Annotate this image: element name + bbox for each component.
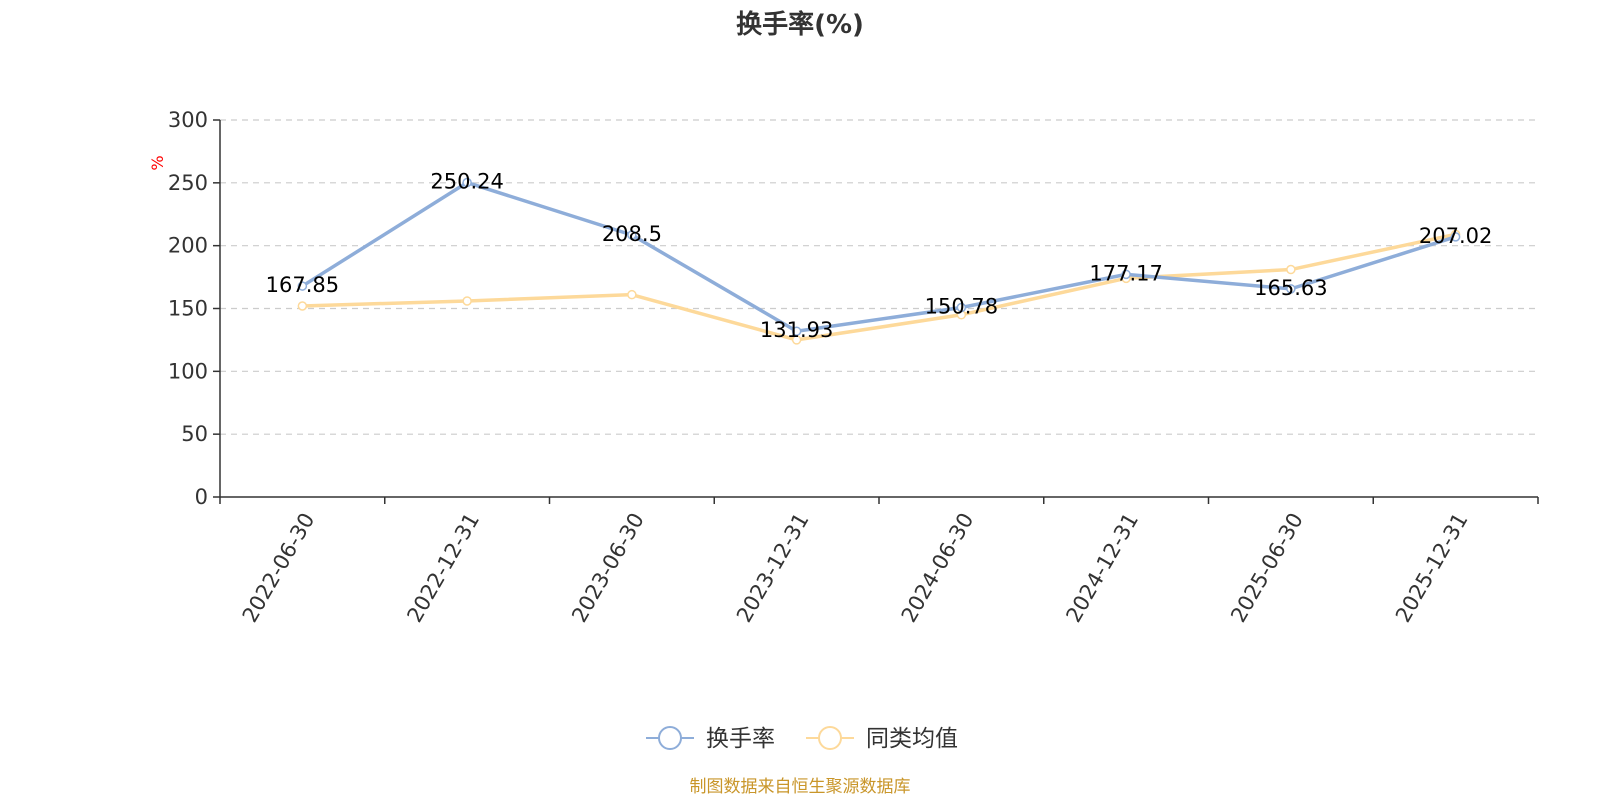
y-tick-label: 150 bbox=[168, 297, 208, 321]
series-line bbox=[301, 180, 1457, 333]
x-tick-label: 2025-06-30 bbox=[1226, 509, 1308, 627]
legend[interactable]: 换手率 同类均值 bbox=[646, 726, 958, 752]
legend-item-换手率[interactable]: 换手率 bbox=[646, 726, 775, 752]
x-tick-label: 2022-12-31 bbox=[402, 509, 484, 627]
x-tick-label: 2023-12-31 bbox=[732, 509, 814, 627]
series-同类均值 bbox=[297, 229, 1461, 345]
data-label: 250.24 bbox=[430, 170, 503, 194]
data-label: 131.93 bbox=[760, 318, 833, 342]
y-tick-label: 200 bbox=[168, 234, 208, 258]
data-labels: 167.85 250.24 208.5 131.93 150.78 177.17 165.6… bbox=[266, 170, 1493, 343]
y-tick-label: 0 bbox=[195, 485, 208, 509]
data-point bbox=[297, 281, 308, 291]
legend-marker bbox=[658, 726, 682, 750]
series-layer bbox=[297, 177, 1461, 345]
x-tick-label: 2022-06-30 bbox=[238, 509, 320, 627]
y-tick-label: 100 bbox=[168, 359, 208, 383]
series-line bbox=[302, 232, 1456, 342]
data-point bbox=[791, 326, 802, 336]
legend-item-同类均值[interactable]: 同类均值 bbox=[806, 726, 958, 752]
data-label: 165.63 bbox=[1254, 276, 1327, 300]
data-label: 177.17 bbox=[1089, 261, 1162, 285]
data-point bbox=[462, 296, 472, 306]
data-label: 207.02 bbox=[1419, 224, 1492, 248]
x-tick-label: 2025-12-31 bbox=[1391, 509, 1473, 627]
data-label: 208.5 bbox=[602, 222, 662, 246]
y-tick-label: 50 bbox=[181, 422, 208, 446]
data-source: 制图数据来自恒生聚源数据库 bbox=[690, 777, 911, 797]
data-point bbox=[956, 302, 967, 313]
legend-label: 同类均值 bbox=[866, 726, 958, 752]
y-axis-label: % bbox=[148, 155, 167, 170]
x-tick-label: 2024-06-30 bbox=[897, 509, 979, 627]
data-point bbox=[297, 301, 308, 311]
legend-marker bbox=[818, 726, 842, 750]
data-label: 167.85 bbox=[266, 273, 339, 297]
y-tick-label: 300 bbox=[168, 108, 208, 132]
data-point bbox=[627, 230, 637, 240]
data-point bbox=[1121, 269, 1131, 280]
axes: 0 50 100 150 200 250 300 2022-06-30 2022-12-31 20… bbox=[168, 108, 1539, 627]
chart-title: 换手率(%) bbox=[736, 9, 864, 40]
x-tick-label: 2024-12-31 bbox=[1061, 509, 1143, 627]
data-point bbox=[1286, 264, 1296, 275]
x-tick-label: 2023-06-30 bbox=[567, 509, 649, 627]
data-point bbox=[627, 289, 637, 300]
data-point bbox=[1286, 284, 1296, 294]
data-point bbox=[1450, 232, 1461, 242]
legend-label: 换手率 bbox=[706, 726, 775, 752]
y-tick-label: 250 bbox=[168, 171, 208, 195]
data-label: 150.78 bbox=[925, 295, 998, 319]
grid-lines bbox=[220, 119, 1538, 435]
series-换手率 bbox=[297, 177, 1461, 336]
data-point bbox=[462, 177, 472, 188]
